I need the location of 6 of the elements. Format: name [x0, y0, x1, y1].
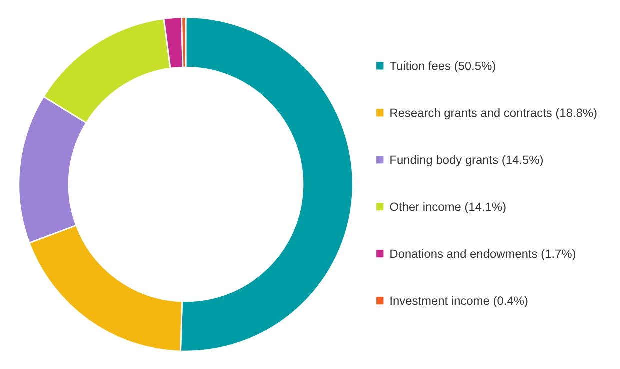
legend-label: Other income (14.1%)	[390, 202, 506, 214]
legend-label: Investment income (0.4%)	[390, 296, 528, 308]
legend-label: Donations and endowments (1.7%)	[390, 249, 576, 261]
legend-label: Funding body grants (14.5%)	[390, 155, 543, 167]
legend-label: Research grants and contracts (18.8%)	[390, 108, 597, 120]
legend-label: Tuition fees (50.5%)	[390, 62, 496, 73]
